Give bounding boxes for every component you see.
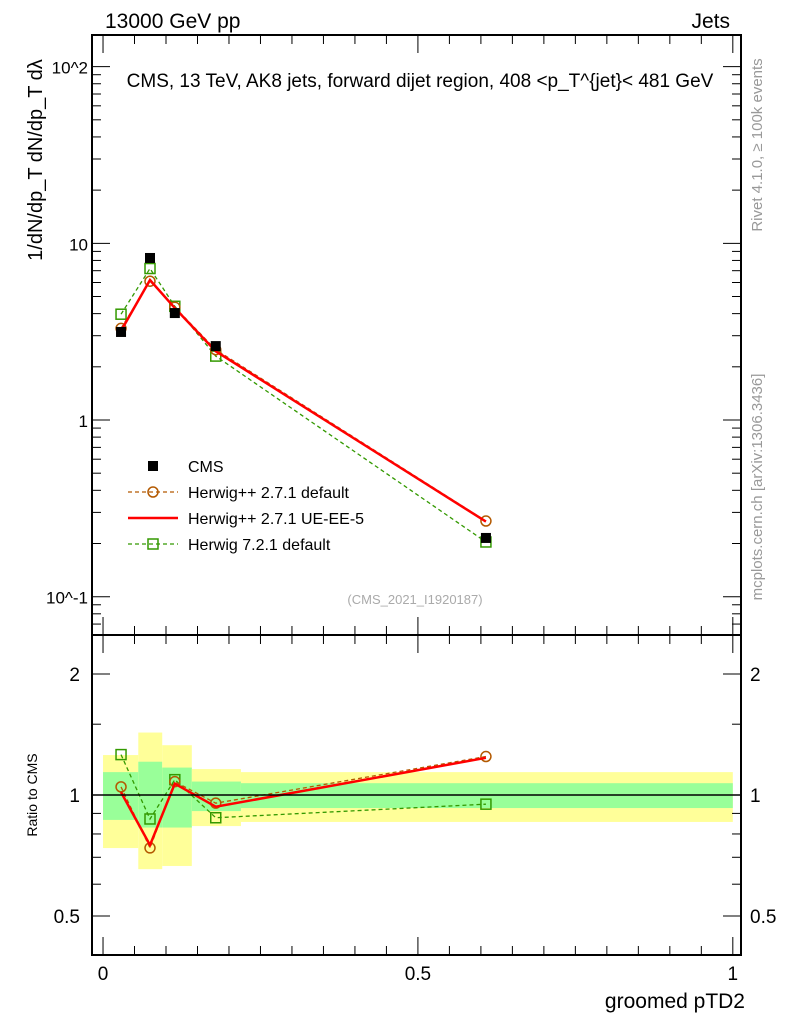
data-point bbox=[144, 262, 156, 275]
mcplots-label: mcplots.cern.ch [arXiv:1306.3436] bbox=[749, 374, 766, 601]
xlabel: groomed pTD2 bbox=[605, 990, 745, 1013]
xtick-label: 1 bbox=[728, 964, 739, 985]
chart-title: CMS, 13 TeV, AK8 jets, forward dijet reg… bbox=[127, 71, 714, 92]
legend: CMS Herwig++ 2.7.1 default Herwig++ 2.7.1 … bbox=[128, 459, 364, 554]
analysis-annotation: (CMS_2021_I1920187) bbox=[347, 592, 482, 607]
ratio-point bbox=[115, 781, 127, 793]
data-point bbox=[480, 532, 491, 543]
legend-label: CMS bbox=[188, 459, 224, 476]
ratio-ytick-label: 2 bbox=[69, 665, 80, 686]
main-ylabel: 1/dN/dp_T dN/dp_T dλ bbox=[25, 59, 47, 261]
data-point bbox=[480, 515, 492, 527]
legend-marker bbox=[147, 486, 159, 498]
ratio-ylabel: Ratio to CMS bbox=[24, 753, 40, 836]
legend-label: Herwig++ 2.7.1 default bbox=[188, 485, 350, 502]
ratio-point bbox=[210, 811, 222, 824]
data-point bbox=[210, 341, 221, 352]
header-right: Jets bbox=[691, 10, 730, 33]
ratio-ytick-label: 0.5 bbox=[54, 907, 80, 928]
rivet-label: Rivet 4.1.0, ≥ 100k events bbox=[749, 58, 766, 231]
xtick-label: 0.5 bbox=[405, 964, 431, 985]
legend-label: Herwig++ 2.7.1 UE-EE-5 bbox=[188, 511, 364, 528]
ytick-label: 10^-1 bbox=[46, 589, 88, 608]
ratio-ytick-label-right: 0.5 bbox=[750, 907, 776, 928]
ratio-point bbox=[144, 813, 156, 825]
ratio-ytick-label-right: 2 bbox=[750, 665, 761, 686]
data-point bbox=[169, 308, 180, 319]
data-point bbox=[145, 252, 156, 263]
xtick-label: 0 bbox=[98, 964, 109, 985]
data-point bbox=[116, 326, 127, 337]
ratio-point bbox=[480, 750, 492, 763]
axis-ticks: 10^-1 1 10 10^2 0.5 0.5 1 1 2 2 0 0.5 1 bbox=[46, 35, 776, 985]
legend-marker bbox=[148, 461, 158, 471]
ytick-label: 1 bbox=[79, 412, 88, 431]
legend-label: Herwig 7.2.1 default bbox=[188, 537, 331, 554]
ytick-label: 10^2 bbox=[52, 59, 88, 78]
ytick-label: 10 bbox=[69, 235, 88, 254]
legend-marker bbox=[147, 538, 159, 550]
data-point bbox=[144, 275, 156, 287]
ratio-ytick-label: 1 bbox=[69, 786, 80, 807]
ratio-ytick-label-right: 1 bbox=[750, 786, 761, 807]
data-point bbox=[115, 308, 127, 320]
series-line-ratio bbox=[119, 756, 487, 849]
ratio-point bbox=[115, 748, 127, 761]
header-left: 13000 GeV pp bbox=[105, 10, 240, 33]
ratio-point bbox=[480, 798, 492, 810]
series-layer bbox=[115, 252, 492, 854]
